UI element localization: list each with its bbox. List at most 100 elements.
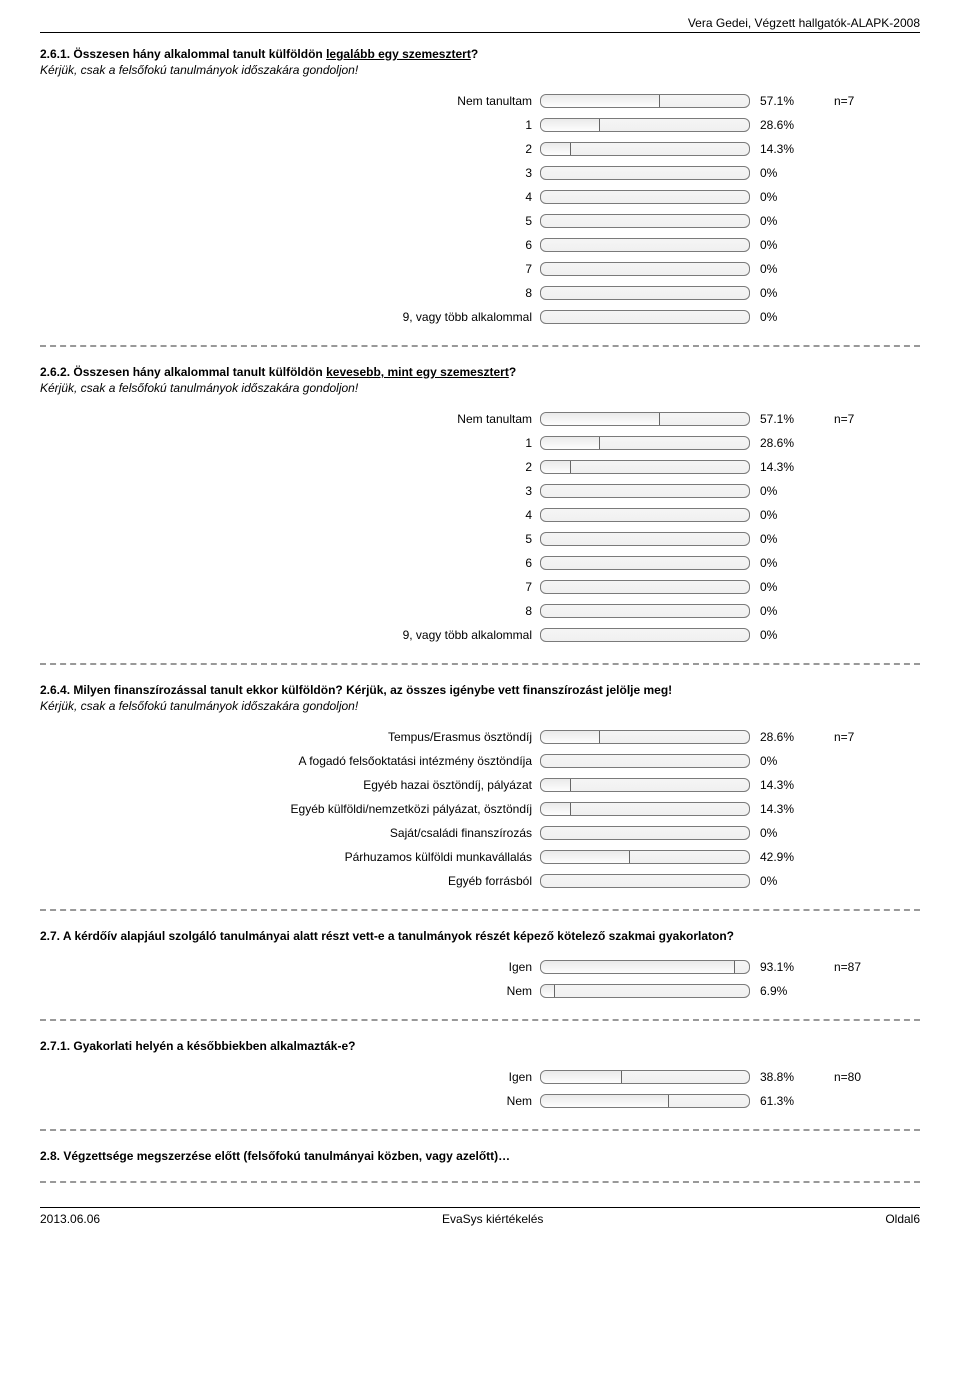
- bar-row: A fogadó felsőoktatási intézmény ösztönd…: [40, 751, 920, 771]
- question-title: 2.6.2. Összesen hány alkalommal tanult k…: [40, 365, 920, 379]
- bar-fill: [541, 803, 571, 815]
- bar-pct-label: 0%: [750, 508, 810, 522]
- bar-row: Igen38.8%n=80: [40, 1067, 920, 1087]
- q-title-underline: kevesebb, mint egy szemesztert: [326, 365, 509, 379]
- bar-row-label: 4: [40, 190, 540, 204]
- bar-row: Párhuzamos külföldi munkavállalás42.9%: [40, 847, 920, 867]
- section-divider: [40, 1181, 920, 1183]
- question-271: 2.7.1. Gyakorlati helyén a későbbiekben …: [40, 1039, 920, 1111]
- question-title: 2.7. A kérdőív alapjául szolgáló tanulmá…: [40, 929, 920, 943]
- bar-row-label: 3: [40, 484, 540, 498]
- bar-row: 214.3%: [40, 457, 920, 477]
- bar-fill: [541, 143, 571, 155]
- bar-pct-label: 28.6%: [750, 436, 810, 450]
- section-divider: [40, 1129, 920, 1131]
- bar-track: [540, 310, 750, 324]
- question-28: 2.8. Végzettsége megszerzése előtt (fels…: [40, 1149, 920, 1163]
- bar-row: Egyéb hazai ösztöndíj, pályázat 14.3%: [40, 775, 920, 795]
- q-title-plain: Milyen finanszírozással tanult ekkor kül…: [73, 683, 672, 697]
- bar-pct-label: 0%: [750, 310, 810, 324]
- bar-row: Egyéb forrásból 0%: [40, 871, 920, 891]
- bar-row-label: Tempus/Erasmus ösztöndíj: [40, 730, 540, 744]
- bar-row: Nem tanultam 57.1%n=7: [40, 409, 920, 429]
- footer-right: Oldal6: [885, 1212, 920, 1226]
- q-number: 2.7.1.: [40, 1039, 73, 1053]
- bar-track: [540, 850, 750, 864]
- question-27: 2.7. A kérdőív alapjául szolgáló tanulmá…: [40, 929, 920, 1001]
- bar-row: 5 0%: [40, 211, 920, 231]
- bar-row-label: 7: [40, 580, 540, 594]
- q-title-post: ?: [471, 47, 478, 61]
- bar-track: [540, 730, 750, 744]
- header-underline: [40, 32, 920, 33]
- bar-chart: Igen38.8%n=80Nem61.3%: [40, 1067, 920, 1111]
- bar-pct-label: 28.6%: [750, 118, 810, 132]
- bar-row-label: 2: [40, 142, 540, 156]
- bar-pct-label: 0%: [750, 214, 810, 228]
- bar-row: 60%: [40, 235, 920, 255]
- bar-row-label: A fogadó felsőoktatási intézmény ösztönd…: [40, 754, 540, 768]
- section-divider: [40, 663, 920, 665]
- bar-row: 40%: [40, 187, 920, 207]
- bar-row-label: Nem tanultam: [40, 412, 540, 426]
- bar-row-label: Egyéb forrásból: [40, 874, 540, 888]
- bar-track: [540, 1070, 750, 1084]
- bar-pct-label: 57.1%: [750, 412, 810, 426]
- bar-row: Nem tanultam57.1%n=7: [40, 91, 920, 111]
- bar-track: [540, 94, 750, 108]
- bar-track: [540, 286, 750, 300]
- bar-row: 80%: [40, 601, 920, 621]
- bar-row: 128.6%: [40, 115, 920, 135]
- bar-track: [540, 984, 750, 998]
- bar-track: [540, 556, 750, 570]
- q-title-pre: Összesen hány alkalommal tanult külföldö…: [73, 47, 326, 61]
- bar-row: 3 0%: [40, 481, 920, 501]
- bar-pct-label: 57.1%: [750, 94, 810, 108]
- bar-track: [540, 874, 750, 888]
- bar-pct-label: 0%: [750, 484, 810, 498]
- bar-n-label: n=87: [810, 960, 870, 974]
- bar-pct-label: 14.3%: [750, 460, 810, 474]
- bar-row-label: 6: [40, 238, 540, 252]
- bar-pct-label: 0%: [750, 826, 810, 840]
- question-262: 2.6.2. Összesen hány alkalommal tanult k…: [40, 365, 920, 645]
- question-title: 2.8. Végzettsége megszerzése előtt (fels…: [40, 1149, 920, 1163]
- bar-pct-label: 0%: [750, 580, 810, 594]
- bar-row: Egyéb külföldi/nemzetközi pályázat, öszt…: [40, 799, 920, 819]
- bar-n-label: n=7: [810, 412, 870, 426]
- bar-row-label: Egyéb hazai ösztöndíj, pályázat: [40, 778, 540, 792]
- question-261: 2.6.1. Összesen hány alkalommal tanult k…: [40, 47, 920, 327]
- bar-track: [540, 142, 750, 156]
- question-title: 2.6.4. Milyen finanszírozással tanult ek…: [40, 683, 920, 697]
- page-footer: 2013.06.06 EvaSys kiértékelés Oldal6: [40, 1207, 920, 1226]
- bar-fill: [541, 461, 571, 473]
- bar-track: [540, 960, 750, 974]
- bar-row-label: 5: [40, 214, 540, 228]
- footer-center: EvaSys kiértékelés: [442, 1212, 543, 1226]
- bar-track: [540, 118, 750, 132]
- bar-fill: [541, 985, 555, 997]
- bar-track: [540, 628, 750, 642]
- bar-fill: [541, 1095, 669, 1107]
- bar-pct-label: 14.3%: [750, 778, 810, 792]
- bar-pct-label: 61.3%: [750, 1094, 810, 1108]
- bar-chart: Nem tanultam57.1%n=7128.6%214.3%30%40%50…: [40, 409, 920, 645]
- section-divider: [40, 345, 920, 347]
- bar-row-label: 6: [40, 556, 540, 570]
- q-number: 2.8.: [40, 1149, 63, 1163]
- bar-track: [540, 508, 750, 522]
- q-title-plain: Gyakorlati helyén a későbbiekben alkalma…: [73, 1039, 355, 1053]
- q-title-plain: Végzettsége megszerzése előtt (felsőfokú…: [63, 1149, 510, 1163]
- bar-pct-label: 0%: [750, 874, 810, 888]
- bar-row-label: Igen: [40, 960, 540, 974]
- bar-row: 9, vagy több alkalommal0%: [40, 625, 920, 645]
- bar-row: Tempus/Erasmus ösztöndíj28.6%n=7: [40, 727, 920, 747]
- bar-row: 128.6%: [40, 433, 920, 453]
- bar-fill: [541, 851, 630, 863]
- bar-row: Nem6.9%: [40, 981, 920, 1001]
- bar-row-label: Saját/családi finanszírozás: [40, 826, 540, 840]
- q-number: 2.6.1.: [40, 47, 73, 61]
- bar-row-label: Nem: [40, 984, 540, 998]
- bar-pct-label: 0%: [750, 532, 810, 546]
- bar-track: [540, 826, 750, 840]
